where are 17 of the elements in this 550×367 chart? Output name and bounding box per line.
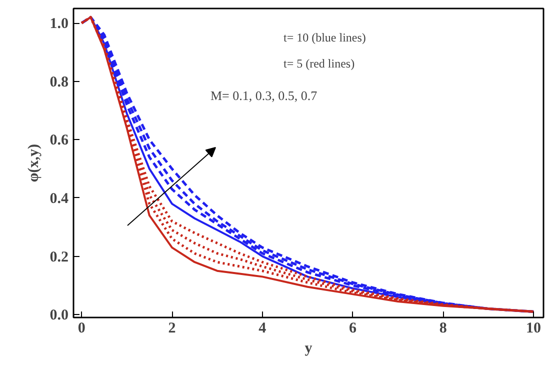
y-tick-label: 0.8 [50, 74, 68, 90]
y-axis-title: φ(x,y) [26, 144, 42, 182]
annotation: t= 5 (red lines) [284, 56, 355, 70]
annotation: M= 0.1, 0.3, 0.5, 0.7 [210, 88, 318, 103]
y-tick-label: 1.0 [50, 16, 68, 32]
y-tick-label: 0.4 [50, 190, 69, 207]
y-tick-label: 0.0 [50, 308, 68, 324]
x-tick-label: 8 [439, 320, 447, 336]
x-tick-label: 4 [258, 320, 267, 336]
y-tick-label: 0.6 [50, 132, 69, 149]
x-axis-title: y [304, 340, 313, 356]
annotation: t= 10 (blue lines) [284, 30, 366, 44]
x-tick-label: 0 [78, 320, 86, 336]
x-tick-label: 2 [168, 320, 176, 336]
y-tick-label: 0.2 [50, 249, 68, 266]
x-tick-label: 6 [349, 320, 358, 336]
x-tick-label: 10 [526, 320, 542, 336]
